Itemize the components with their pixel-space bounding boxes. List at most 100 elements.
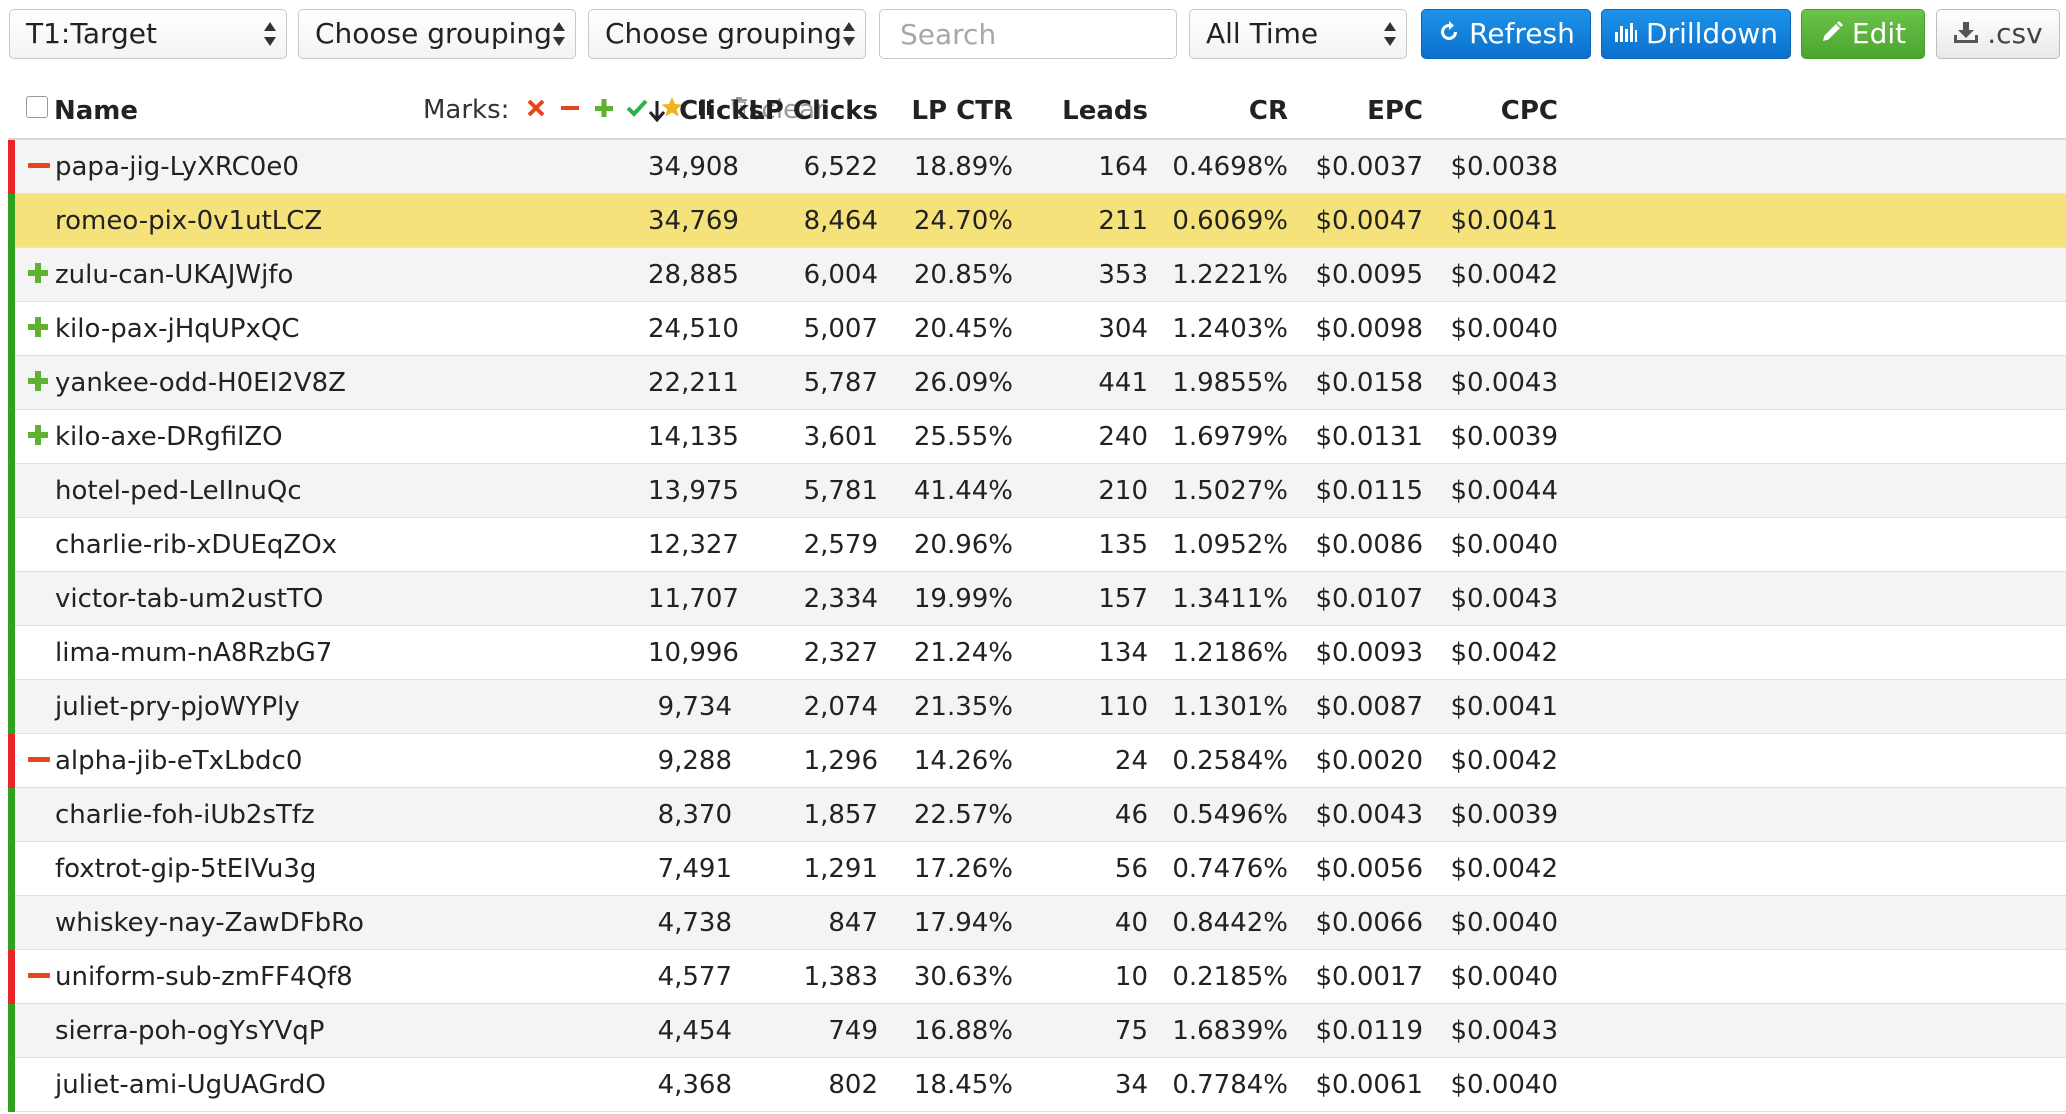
table-row[interactable]: lima-mum-nA8RzbG7 10,996 2,327 21.24% 134 1.2… — [8, 626, 2066, 680]
cell-cpc: $0.0043 — [1450, 368, 1558, 398]
mark-star-icon[interactable] — [661, 81, 683, 139]
cell-leads: 211 — [1098, 206, 1148, 236]
cell-clicks: 7,491 — [657, 854, 732, 884]
row-name[interactable]: juliet-ami-UgUAGrdO — [55, 1070, 326, 1100]
row-status-bar — [8, 464, 15, 518]
trash-icon[interactable] — [729, 81, 749, 139]
cell-cpc: $0.0042 — [1450, 746, 1558, 776]
search-input[interactable] — [879, 9, 1177, 59]
row-name[interactable]: uniform-sub-zmFF4Qf8 — [55, 962, 353, 992]
row-status-bar — [8, 194, 15, 248]
table-row[interactable]: foxtrot-gip-5tEIVu3g 7,491 1,291 17.26% 56 0.… — [8, 842, 2066, 896]
table-row[interactable]: yankee-odd-H0EI2V8Z 22,211 5,787 26.09% 441 1… — [8, 356, 2066, 410]
row-name[interactable]: foxtrot-gip-5tEIVu3g — [55, 854, 317, 884]
cell-lp-ctr: 20.96% — [913, 530, 1013, 560]
table-row[interactable]: zulu-can-UKAJWjfo 28,885 6,004 20.85% 353 1.2… — [8, 248, 2066, 302]
row-name[interactable]: victor-tab-um2ustTO — [55, 584, 324, 614]
column-header-lp-ctr[interactable]: LP CTR — [911, 96, 1013, 126]
cell-cpc: $0.0043 — [1450, 584, 1558, 614]
row-name[interactable]: charlie-rib-xDUEqZOx — [55, 530, 338, 560]
csv-export-button[interactable]: .csv — [1936, 9, 2060, 59]
table-row[interactable]: juliet-ami-UgUAGrdO 4,368 802 18.45% 34 0.778… — [8, 1058, 2066, 1112]
cell-cr: 1.6979% — [1172, 422, 1288, 452]
mark-pause-icon[interactable] — [697, 81, 713, 139]
table-row[interactable]: juliet-pry-pjoWYPly 9,734 2,074 21.35% 110 1.… — [8, 680, 2066, 734]
cell-leads: 134 — [1098, 638, 1148, 668]
cell-cr: 0.2584% — [1172, 746, 1288, 776]
table-row[interactable]: victor-tab-um2ustTO 11,707 2,334 19.99% 157 1… — [8, 572, 2066, 626]
cell-leads: 240 — [1098, 422, 1148, 452]
cell-lp-ctr: 41.44% — [913, 476, 1013, 506]
table-row[interactable]: sierra-poh-ogYsYVqP 4,454 749 16.88% 75 1.683… — [8, 1004, 2066, 1058]
row-name[interactable]: charlie-foh-iUb2sTfz — [55, 800, 315, 830]
table-row[interactable]: alpha-jib-eTxLbdc0 9,288 1,296 14.26% 24 0.25… — [8, 734, 2066, 788]
grouping-select-1[interactable]: T1:Target — [9, 9, 287, 59]
row-name[interactable]: papa-jig-LyXRC0e0 — [55, 152, 299, 182]
mark-plus-icon[interactable] — [594, 81, 614, 139]
toolbar: T1:Target Choose grouping Choose groupin… — [0, 0, 2066, 74]
cell-cpc: $0.0041 — [1450, 692, 1558, 722]
column-header-clicks-label: Clicks — [679, 96, 765, 126]
refresh-button[interactable]: Refresh — [1421, 9, 1591, 59]
cell-epc: $0.0158 — [1315, 368, 1423, 398]
column-header-cr[interactable]: CR — [1248, 96, 1288, 126]
row-name[interactable]: alpha-jib-eTxLbdc0 — [55, 746, 303, 776]
row-name[interactable]: hotel-ped-LeIInuQc — [55, 476, 302, 506]
row-name[interactable]: kilo-pax-jHqUPxQC — [55, 314, 300, 344]
cell-leads: 34 — [1114, 1070, 1148, 1100]
row-name[interactable]: juliet-pry-pjoWYPly — [55, 692, 300, 722]
row-status-bar — [8, 140, 15, 194]
cell-clicks: 10,996 — [648, 638, 739, 668]
row-name[interactable]: romeo-pix-0v1utLCZ — [55, 206, 323, 236]
table-row[interactable]: kilo-pax-jHqUPxQC 24,510 5,007 20.45% 304 1.2… — [8, 302, 2066, 356]
cell-leads: 441 — [1098, 368, 1148, 398]
table-header: Name Marks: clear — [8, 80, 2066, 140]
grouping-select-2[interactable]: Choose grouping — [298, 9, 576, 59]
row-name[interactable]: whiskey-nay-ZawDFbRo — [55, 908, 364, 938]
table-row[interactable]: romeo-pix-0v1utLCZ 34,769 8,464 24.70% 211 0.… — [8, 194, 2066, 248]
column-header-clicks[interactable]: Clicks — [648, 80, 764, 138]
drilldown-button[interactable]: Drilldown — [1601, 9, 1791, 59]
cell-clicks: 13,975 — [648, 476, 739, 506]
cell-cr: 0.6069% — [1172, 206, 1288, 236]
cell-cr: 1.2403% — [1172, 314, 1288, 344]
time-range-select[interactable]: All Time — [1189, 9, 1407, 59]
edit-button[interactable]: Edit — [1801, 9, 1925, 59]
row-name[interactable]: lima-mum-nA8RzbG7 — [55, 638, 333, 668]
table-row[interactable]: kilo-axe-DRgfilZO 14,135 3,601 25.55% 240 1.6… — [8, 410, 2066, 464]
cell-clicks: 9,288 — [657, 746, 732, 776]
row-status-bar — [8, 356, 15, 410]
cell-epc: $0.0061 — [1315, 1070, 1423, 1100]
mark-x-icon[interactable] — [526, 81, 546, 139]
table-row[interactable]: papa-jig-LyXRC0e0 34,908 6,522 18.89% 164 0.4… — [8, 140, 2066, 194]
table-row[interactable]: hotel-ped-LeIInuQc 13,975 5,781 41.44% 210 1.… — [8, 464, 2066, 518]
cell-cpc: $0.0040 — [1450, 530, 1558, 560]
column-header-name[interactable]: Name — [54, 96, 139, 126]
row-name[interactable]: sierra-poh-ogYsYVqP — [55, 1016, 325, 1046]
column-header-leads[interactable]: Leads — [1062, 96, 1148, 126]
row-name[interactable]: kilo-axe-DRgfilZO — [55, 422, 283, 452]
clear-marks-link[interactable]: clear — [761, 94, 826, 125]
column-header-cpc[interactable]: CPC — [1500, 96, 1558, 126]
row-name[interactable]: zulu-can-UKAJWjfo — [55, 260, 294, 290]
plus-mark-icon — [27, 315, 51, 339]
column-header-lp-clicks[interactable]: LP Clicks — [748, 96, 878, 126]
download-icon — [1953, 11, 1979, 59]
grouping-select-3[interactable]: Choose grouping — [588, 9, 866, 59]
column-header-epc[interactable]: EPC — [1367, 96, 1423, 126]
table-row[interactable]: whiskey-nay-ZawDFbRo 4,738 847 17.94% 40 0.84… — [8, 896, 2066, 950]
mark-check-icon[interactable] — [626, 81, 648, 139]
cell-epc: $0.0087 — [1315, 692, 1423, 722]
cell-lp-ctr: 18.89% — [913, 152, 1013, 182]
select-all-checkbox[interactable] — [26, 96, 48, 118]
row-status-bar — [8, 302, 15, 356]
table-row[interactable]: uniform-sub-zmFF4Qf8 4,577 1,383 30.63% 10 0.… — [8, 950, 2066, 1004]
refresh-icon — [1437, 11, 1461, 59]
table-row[interactable]: charlie-foh-iUb2sTfz 8,370 1,857 22.57% 46 0.… — [8, 788, 2066, 842]
row-name[interactable]: yankee-odd-H0EI2V8Z — [55, 368, 346, 398]
cell-lp-clicks: 2,327 — [803, 638, 878, 668]
row-status-bar — [8, 734, 15, 788]
cell-lp-ctr: 25.55% — [913, 422, 1013, 452]
mark-minus-icon[interactable] — [560, 81, 580, 139]
table-row[interactable]: charlie-rib-xDUEqZOx 12,327 2,579 20.96% 135… — [8, 518, 2066, 572]
